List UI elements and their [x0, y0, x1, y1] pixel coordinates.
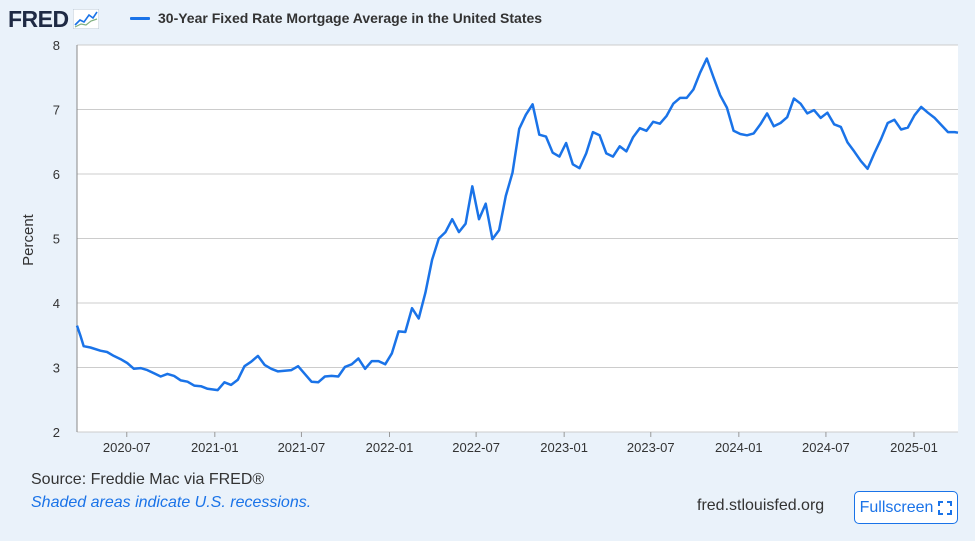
- line-chart: 2 3 4 5 6 7 8 2020-07 2021-01 2021-07 2022-01 2022…: [20, 38, 959, 455]
- y-tick-label: 3: [53, 361, 60, 376]
- x-tick-label: 2022-01: [366, 440, 414, 455]
- y-tick-label: 6: [53, 167, 60, 182]
- x-tick-label: 2022-07: [452, 440, 500, 455]
- source-note: Source: Freddie Mac via FRED®: [31, 471, 265, 488]
- y-tick-label: 2: [53, 425, 60, 440]
- header: FRED: [8, 6, 99, 32]
- x-tick-label: 2020-07: [103, 440, 151, 455]
- y-axis-title: Percent: [20, 213, 37, 266]
- legend-label: 30-Year Fixed Rate Mortgage Average in t…: [158, 10, 543, 26]
- logo-graph-icon: [72, 9, 99, 29]
- y-tick-label: 8: [53, 38, 60, 53]
- x-tick-label: 2021-07: [278, 440, 326, 455]
- series-layer: [75, 57, 959, 392]
- x-tick-label: 2024-01: [715, 440, 763, 455]
- fullscreen-icon: [938, 500, 953, 515]
- fred-logo[interactable]: FRED: [8, 5, 69, 32]
- x-tick-label: 2025-01: [890, 440, 938, 455]
- x-axis-ticks: 2020-07 2021-01 2021-07 2022-01 2022-07 2023-…: [103, 432, 938, 455]
- x-tick-label: 2023-07: [627, 440, 675, 455]
- y-tick-label: 7: [53, 103, 60, 118]
- y-axis-ticks: 2 3 4 5 6 7 8: [53, 38, 60, 440]
- x-tick-label: 2023-01: [540, 440, 588, 455]
- series-line-0[interactable]: [75, 57, 959, 392]
- x-tick-label: 2024-07: [802, 440, 850, 455]
- y-tick-label: 5: [53, 232, 60, 247]
- y-tick-label: 4: [53, 296, 60, 311]
- fullscreen-label: Fullscreen: [859, 498, 934, 516]
- site-url[interactable]: fred.stlouisfed.org: [697, 497, 825, 514]
- fullscreen-button[interactable]: Fullscreen: [854, 491, 958, 524]
- x-tick-label: 2021-01: [191, 440, 239, 455]
- recession-note: Shaded areas indicate U.S. recessions.: [31, 494, 312, 511]
- grid: [77, 44, 958, 433]
- legend-swatch: [130, 16, 150, 20]
- chart-legend: 30-Year Fixed Rate Mortgage Average in t…: [130, 10, 542, 26]
